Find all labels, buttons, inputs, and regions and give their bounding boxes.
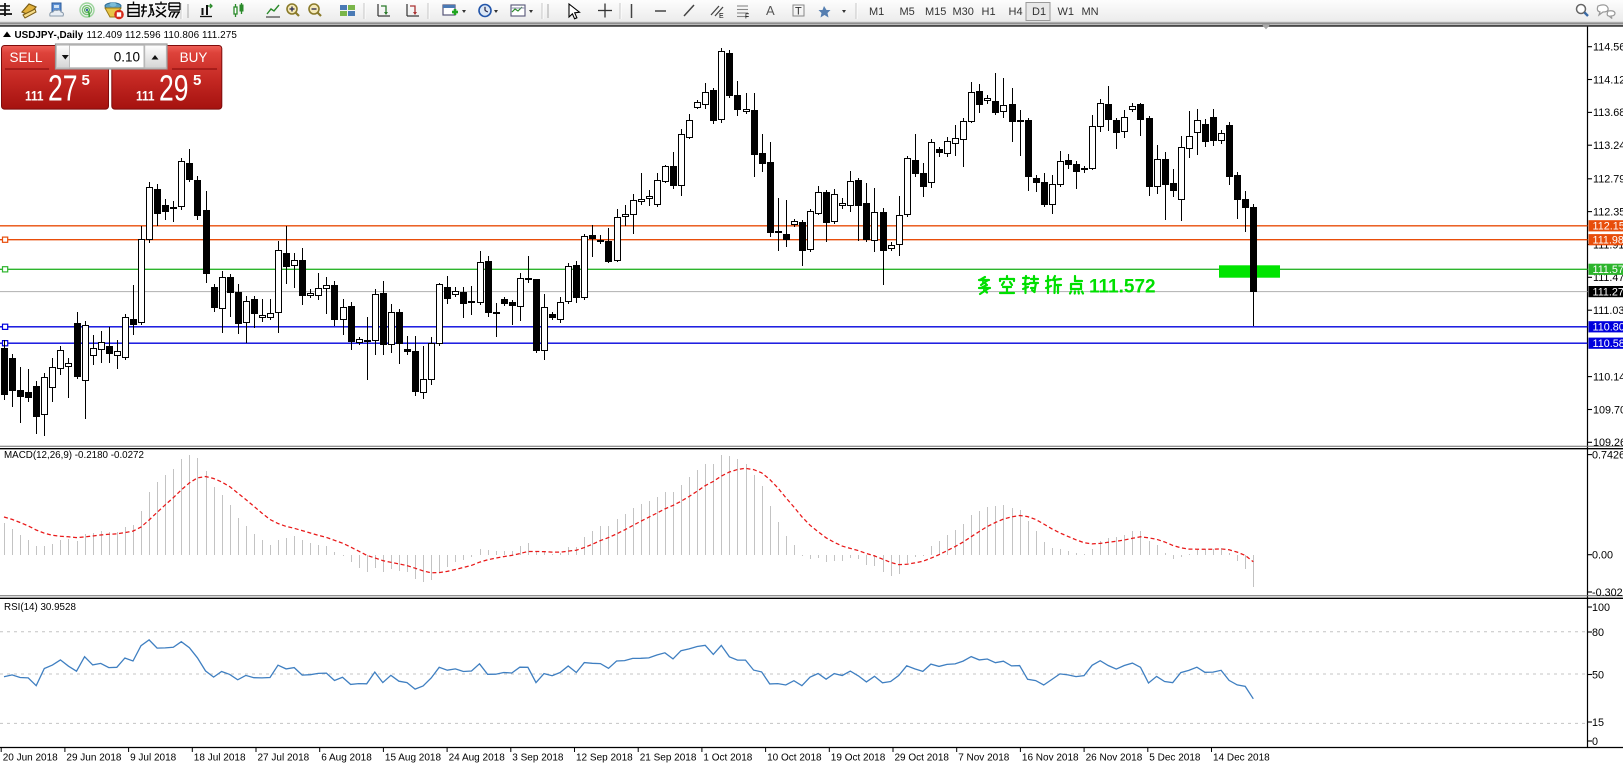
svg-text:-0.302: -0.302 xyxy=(1592,587,1623,599)
svg-text:D1: D1 xyxy=(1032,6,1046,18)
svg-text:27 Jul 2018: 27 Jul 2018 xyxy=(258,753,310,764)
svg-text:0.00: 0.00 xyxy=(1592,550,1613,562)
svg-text:109.260: 109.260 xyxy=(1593,437,1623,449)
svg-text:18 Jul 2018: 18 Jul 2018 xyxy=(194,753,246,764)
svg-text:12 Sep 2018: 12 Sep 2018 xyxy=(576,753,633,764)
svg-text:H1: H1 xyxy=(982,6,996,18)
svg-text:5: 5 xyxy=(193,72,201,89)
svg-text:110.807: 110.807 xyxy=(1593,322,1623,334)
svg-text:111.030: 111.030 xyxy=(1593,305,1623,317)
svg-text:5: 5 xyxy=(82,72,90,89)
svg-text:111.572: 111.572 xyxy=(1089,277,1156,298)
svg-text:21 Sep 2018: 21 Sep 2018 xyxy=(640,753,697,764)
svg-text:110.140: 110.140 xyxy=(1593,371,1623,383)
svg-text:7 Nov 2018: 7 Nov 2018 xyxy=(958,753,1010,764)
svg-text:111.572: 111.572 xyxy=(1593,264,1623,276)
svg-text:15: 15 xyxy=(1592,717,1604,729)
svg-text:29 Jun 2018: 29 Jun 2018 xyxy=(66,753,121,764)
svg-text:W1: W1 xyxy=(1058,6,1075,18)
svg-text:112.409 112.596 110.806 111.27: 112.409 112.596 110.806 111.275 xyxy=(87,30,238,41)
svg-text:111.275: 111.275 xyxy=(1593,286,1623,298)
svg-text:111.980: 111.980 xyxy=(1593,235,1623,247)
svg-text:26 Nov 2018: 26 Nov 2018 xyxy=(1086,753,1143,764)
svg-text:110.589: 110.589 xyxy=(1593,338,1623,350)
svg-text:SELL: SELL xyxy=(9,50,43,65)
svg-text:H4: H4 xyxy=(1009,6,1023,18)
svg-text:5 Dec 2018: 5 Dec 2018 xyxy=(1149,753,1201,764)
svg-text:113.240: 113.240 xyxy=(1593,140,1623,152)
svg-text:15 Aug 2018: 15 Aug 2018 xyxy=(385,753,442,764)
svg-text:F: F xyxy=(745,14,749,21)
svg-text:80: 80 xyxy=(1592,627,1604,639)
svg-text:BUY: BUY xyxy=(180,50,208,65)
svg-text:0.10: 0.10 xyxy=(114,50,140,65)
svg-text:100: 100 xyxy=(1592,602,1610,614)
svg-text:112.350: 112.350 xyxy=(1593,206,1623,218)
svg-text:A: A xyxy=(766,3,775,18)
svg-text:24 Aug 2018: 24 Aug 2018 xyxy=(449,753,506,764)
svg-text:114.120: 114.120 xyxy=(1593,74,1623,86)
svg-text:1 Oct 2018: 1 Oct 2018 xyxy=(703,753,752,764)
svg-text:10 Oct 2018: 10 Oct 2018 xyxy=(767,753,822,764)
svg-text:29 Oct 2018: 29 Oct 2018 xyxy=(895,753,950,764)
svg-text:16 Nov 2018: 16 Nov 2018 xyxy=(1022,753,1079,764)
svg-text:M1: M1 xyxy=(869,6,884,18)
svg-text:9 Jul 2018: 9 Jul 2018 xyxy=(130,753,177,764)
svg-text:RSI(14) 30.9528: RSI(14) 30.9528 xyxy=(4,602,76,613)
svg-text:114.560: 114.560 xyxy=(1593,42,1623,54)
svg-text:111.470: 111.470 xyxy=(1593,272,1623,284)
svg-text:0: 0 xyxy=(1592,736,1598,748)
svg-text:M5: M5 xyxy=(900,6,915,18)
svg-text:0.7426: 0.7426 xyxy=(1592,449,1623,461)
svg-text:MN: MN xyxy=(1082,6,1099,18)
svg-text:M30: M30 xyxy=(953,6,974,18)
svg-text:M15: M15 xyxy=(925,6,946,18)
svg-text:E: E xyxy=(719,13,724,20)
svg-text:111: 111 xyxy=(25,89,44,104)
svg-text:19 Oct 2018: 19 Oct 2018 xyxy=(831,753,886,764)
svg-text:USDJPY-,Daily: USDJPY-,Daily xyxy=(15,30,84,41)
svg-text:MACD(12,26,9) -0.2180 -0.0272: MACD(12,26,9) -0.2180 -0.0272 xyxy=(4,450,144,461)
svg-text:113.680: 113.680 xyxy=(1593,107,1623,119)
svg-text:29: 29 xyxy=(159,68,189,109)
svg-text:T: T xyxy=(795,6,802,18)
svg-text:14 Dec 2018: 14 Dec 2018 xyxy=(1213,753,1270,764)
svg-text:111: 111 xyxy=(136,89,155,104)
svg-text:50: 50 xyxy=(1592,669,1604,681)
svg-text:109.700: 109.700 xyxy=(1593,404,1623,416)
svg-text:6 Aug 2018: 6 Aug 2018 xyxy=(321,753,372,764)
svg-text:112.158: 112.158 xyxy=(1593,221,1623,233)
svg-text:112.790: 112.790 xyxy=(1593,174,1623,186)
svg-text:27: 27 xyxy=(48,68,78,109)
svg-text:20 Jun 2018: 20 Jun 2018 xyxy=(3,753,58,764)
svg-text:3 Sep 2018: 3 Sep 2018 xyxy=(512,753,564,764)
